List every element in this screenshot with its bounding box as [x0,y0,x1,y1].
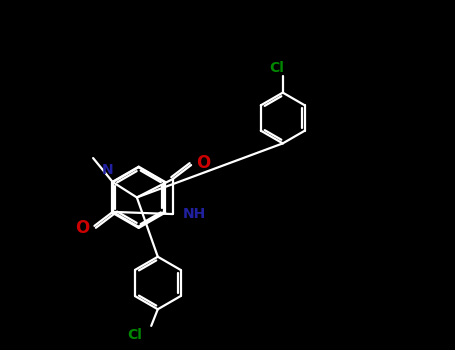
Text: NH: NH [182,207,206,221]
Text: N: N [102,163,113,177]
Text: Cl: Cl [127,328,142,342]
Text: O: O [197,154,211,172]
Text: O: O [75,219,89,237]
Text: Cl: Cl [269,61,283,75]
